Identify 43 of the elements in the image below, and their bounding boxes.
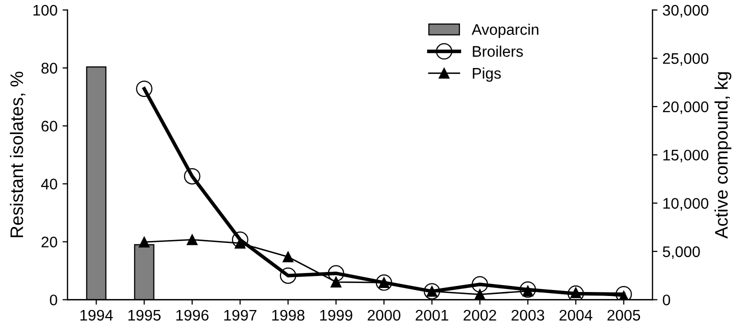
x-tick-label: 1996 <box>176 310 208 321</box>
x-tick-label: 2004 <box>560 310 592 321</box>
point <box>136 80 152 97</box>
point <box>328 265 344 282</box>
y2-axis-title: Active compound, kg <box>714 72 732 239</box>
y-tick-label: 80 <box>41 62 58 74</box>
y2-tick-label: 5,000 <box>662 246 700 259</box>
legend-label: Pigs <box>472 68 501 82</box>
x-tick-label: 1997 <box>224 310 256 321</box>
y-tick-label: 0 <box>50 294 58 306</box>
y2-tick-label: 0 <box>662 294 670 306</box>
x-tick-label: 2003 <box>512 310 544 321</box>
y-tick-label: 20 <box>42 236 58 248</box>
point <box>186 234 198 246</box>
point <box>520 281 536 298</box>
x-tick-label: 2000 <box>368 310 400 321</box>
x-tick-label: 2002 <box>464 310 496 321</box>
point <box>138 236 150 248</box>
x-tick-label: 1998 <box>272 310 304 321</box>
point <box>282 251 294 262</box>
x-tick-label: 1999 <box>320 310 352 321</box>
point <box>184 168 200 184</box>
y2-tick-label: 25,000 <box>662 53 708 66</box>
x-tick-label: 1994 <box>80 310 113 321</box>
x-tick-label: 2001 <box>416 310 448 321</box>
point <box>616 286 632 300</box>
y-tick-label: 40 <box>41 178 58 190</box>
y2-tick-label: 10,000 <box>663 198 708 211</box>
y-tick-label: 60 <box>42 120 58 132</box>
legend-label: Broilers <box>472 46 523 57</box>
y-axis-title: Resistant isolates, % <box>10 72 26 238</box>
legend-label: Avoparcin <box>472 24 538 38</box>
x-tick-label: 2005 <box>608 310 640 321</box>
y2-tick-label: 15,000 <box>663 150 708 162</box>
y2-tick-label: 20,000 <box>662 101 708 114</box>
x-tick-label: 1995 <box>128 310 161 321</box>
point <box>232 232 248 248</box>
point <box>474 289 486 300</box>
y-tick-label: 100 <box>33 4 58 16</box>
y2-tick-label: 30,000 <box>662 4 708 18</box>
point <box>280 267 296 284</box>
point <box>472 276 488 293</box>
point <box>330 276 342 288</box>
